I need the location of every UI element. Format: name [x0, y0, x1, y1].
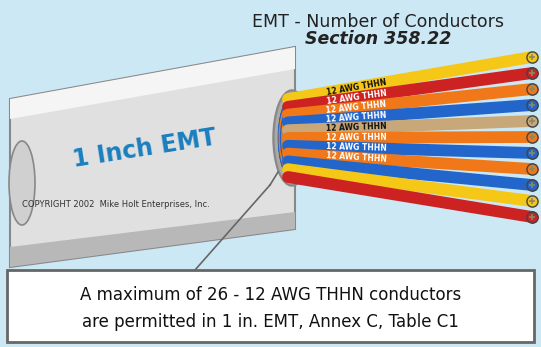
FancyBboxPatch shape	[7, 270, 534, 342]
Text: EMT - Number of Conductors: EMT - Number of Conductors	[252, 13, 504, 31]
Ellipse shape	[287, 125, 296, 151]
Ellipse shape	[280, 104, 304, 172]
Polygon shape	[10, 212, 295, 267]
Text: 12 AWG THHN: 12 AWG THHN	[326, 78, 387, 97]
Ellipse shape	[281, 108, 303, 169]
Polygon shape	[10, 47, 295, 119]
Ellipse shape	[286, 122, 298, 154]
Ellipse shape	[285, 118, 299, 158]
Polygon shape	[10, 47, 295, 267]
Text: COPYRIGHT 2002  Mike Holt Enterprises, Inc.: COPYRIGHT 2002 Mike Holt Enterprises, In…	[22, 200, 210, 209]
Ellipse shape	[278, 96, 307, 179]
Text: A maximum of 26 - 12 AWG THHN conductors: A maximum of 26 - 12 AWG THHN conductors	[80, 286, 461, 304]
Text: are permitted in 1 in. EMT, Annex C, Table C1: are permitted in 1 in. EMT, Annex C, Tab…	[82, 313, 459, 331]
Ellipse shape	[282, 111, 301, 165]
Ellipse shape	[283, 115, 300, 161]
Text: 12 AWG THHN: 12 AWG THHN	[326, 100, 387, 115]
Ellipse shape	[289, 129, 295, 147]
Text: 12 AWG THHN: 12 AWG THHN	[326, 133, 387, 142]
Text: Section 358.22: Section 358.22	[305, 30, 451, 48]
Text: 12 AWG THHN: 12 AWG THHN	[326, 142, 387, 153]
Text: 12 AWG THHN: 12 AWG THHN	[326, 89, 387, 106]
Text: 12 AWG THHN: 12 AWG THHN	[326, 111, 387, 124]
Text: 1 Inch EMT: 1 Inch EMT	[71, 126, 219, 172]
Text: 12 AWG THHN: 12 AWG THHN	[326, 122, 387, 133]
Ellipse shape	[279, 100, 306, 176]
Ellipse shape	[9, 141, 35, 225]
Text: 12 AWG THHN: 12 AWG THHN	[326, 152, 387, 164]
Ellipse shape	[276, 93, 308, 183]
